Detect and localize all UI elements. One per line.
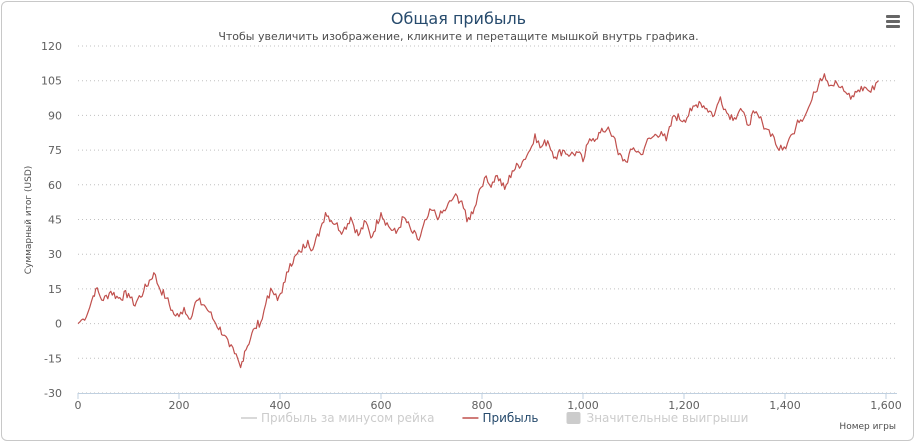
x-tick-label: 1,200	[668, 399, 700, 412]
grid-lines	[78, 45, 897, 394]
x-axis-title: Номер игры	[839, 422, 896, 432]
chart-subtitle: Чтобы увеличить изображение, кликните и …	[218, 30, 699, 43]
x-tick-label: 0	[75, 399, 82, 412]
x-tick-label: 1,600	[870, 399, 902, 412]
x-axis: 0 200 400 600 800 1,000 1,200 1,400 1,600	[75, 393, 902, 412]
legend-item[interactable]: Прибыль	[462, 411, 539, 425]
y-tick-label: 60	[48, 179, 62, 192]
y-tick-label: 0	[55, 318, 62, 331]
legend-item[interactable]: Значительные выигрыши	[566, 411, 749, 425]
y-tick-label: 15	[48, 283, 62, 296]
legend: Прибыль за минусом рейка Прибыль Значитель…	[241, 411, 748, 425]
x-tick-label: 1,400	[769, 399, 801, 412]
y-tick-label: -30	[44, 387, 62, 400]
y-axis-title: Суммарный итог (USD)	[24, 166, 34, 275]
chart-title: Общая прибыль	[390, 9, 527, 28]
y-tick-label: 90	[48, 109, 62, 122]
export-menu-icon[interactable]	[884, 14, 902, 30]
y-tick-label: 75	[48, 144, 62, 157]
y-tick-label: 105	[41, 75, 62, 88]
y-tick-label: 30	[48, 248, 62, 261]
x-tick-label: 400	[270, 399, 291, 412]
legend-label: Значительные выигрыши	[587, 411, 749, 425]
y-axis: 120 105 90 75 60 45 30 15 0 -15 -30	[41, 40, 62, 400]
series-line-profit[interactable]	[77, 73, 879, 369]
y-tick-label: 45	[48, 214, 62, 227]
legend-label: Прибыль за минусом рейка	[261, 411, 434, 425]
x-tick-label: 1,000	[567, 399, 599, 412]
legend-symbol	[566, 412, 581, 424]
legend-label: Прибыль	[482, 411, 538, 425]
legend-item[interactable]: Прибыль за минусом рейка	[241, 411, 434, 425]
x-tick-label: 200	[169, 399, 190, 412]
x-tick-label: 600	[371, 399, 392, 412]
y-tick-label: 120	[41, 40, 62, 53]
y-tick-label: -15	[44, 352, 62, 365]
x-tick-label: 800	[472, 399, 493, 412]
